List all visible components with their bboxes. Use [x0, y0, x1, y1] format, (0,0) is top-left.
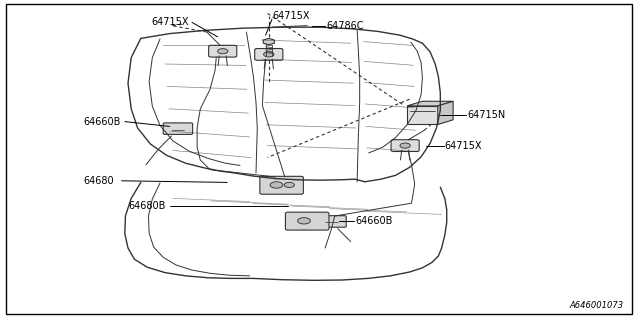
- Text: 64715X: 64715X: [272, 11, 310, 21]
- Text: 64715N: 64715N: [467, 110, 506, 120]
- Text: 64660B: 64660B: [355, 216, 392, 226]
- Polygon shape: [407, 101, 453, 106]
- Bar: [407, 106, 438, 124]
- FancyBboxPatch shape: [285, 212, 329, 230]
- Text: 64660B: 64660B: [83, 116, 120, 127]
- Text: 64786C: 64786C: [326, 20, 364, 31]
- FancyBboxPatch shape: [391, 140, 419, 151]
- FancyBboxPatch shape: [209, 45, 237, 57]
- Text: 64715X: 64715X: [151, 17, 189, 28]
- Text: A646001073: A646001073: [570, 301, 624, 310]
- Circle shape: [298, 218, 310, 224]
- Polygon shape: [263, 38, 275, 45]
- FancyBboxPatch shape: [260, 176, 303, 194]
- Polygon shape: [438, 101, 453, 124]
- Circle shape: [284, 182, 294, 188]
- Circle shape: [400, 143, 410, 148]
- FancyBboxPatch shape: [255, 49, 283, 60]
- Text: 64680B: 64680B: [128, 201, 165, 212]
- Circle shape: [264, 52, 274, 57]
- FancyBboxPatch shape: [163, 123, 193, 134]
- Text: 64715X: 64715X: [445, 140, 483, 151]
- FancyBboxPatch shape: [317, 216, 346, 227]
- Circle shape: [270, 182, 283, 188]
- Circle shape: [218, 49, 228, 54]
- Text: 64680: 64680: [83, 176, 114, 186]
